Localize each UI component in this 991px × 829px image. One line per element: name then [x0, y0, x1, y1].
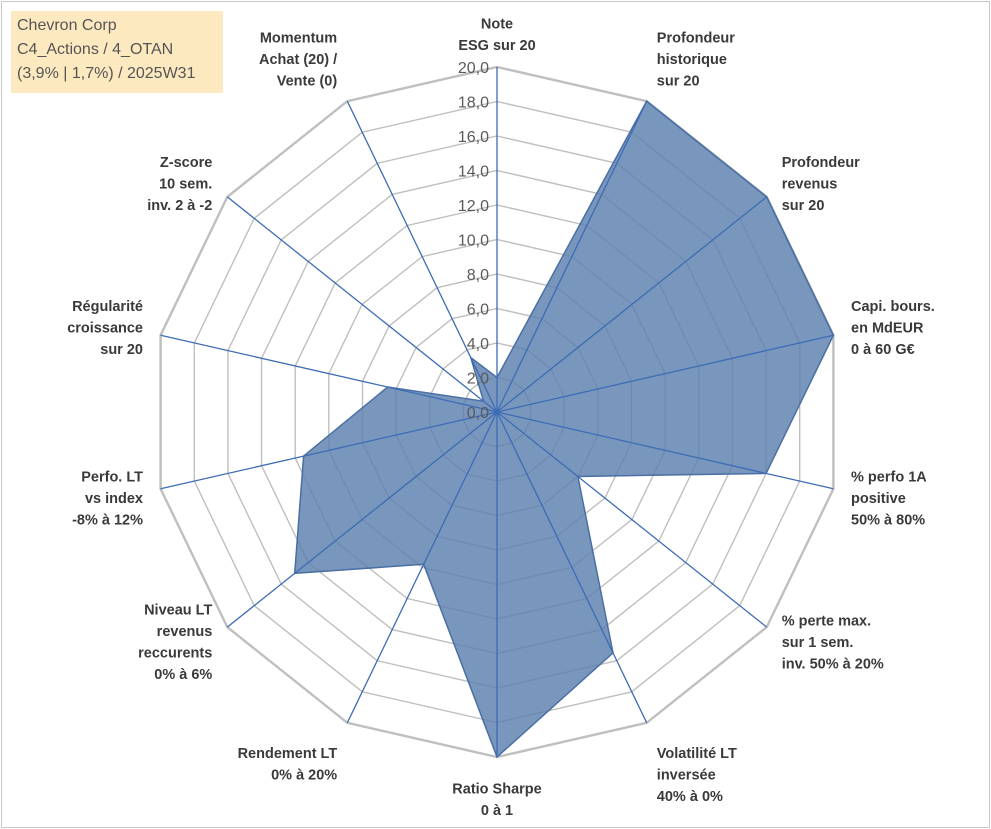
category-label-line: revenus [782, 177, 838, 193]
category-label: Note ESG sur 20 [458, 17, 535, 55]
tick-label: 10,0 [458, 233, 489, 250]
category-label: Z-score 10 sem. inv. 2 à -2 [147, 155, 212, 214]
category-label: Niveau LT revenus reccurents 0% à 6% [138, 603, 212, 684]
category-label-line: Momentum [260, 31, 337, 47]
category-label-line: inv. 2 à -2 [147, 198, 212, 214]
category-label-line: Note [481, 17, 513, 33]
tick-label: 16,0 [458, 129, 489, 146]
category-label-line: Vente (0) [277, 74, 338, 90]
title-company: Chevron Corp [17, 17, 117, 34]
tick-label: 8,0 [467, 267, 489, 284]
title-portfolio: C4_Actions / 4_OTAN [17, 41, 174, 58]
chart-title-box: Chevron Corp C4_Actions / 4_OTAN (3,9% |… [11, 11, 223, 93]
category-label-line: ESG sur 20 [458, 38, 535, 54]
category-label: Momentum Achat (20) / Vente (0) [259, 31, 337, 90]
category-label: % perte max. sur 1 sem. inv. 50% à 20% [782, 614, 884, 673]
axis-spoke [226, 411, 498, 628]
category-label-line: reccurents [138, 646, 212, 662]
category-label-line: Rendement LT [238, 746, 338, 762]
category-label-line: 40% à 0% [657, 789, 723, 805]
tick-label: 20,0 [458, 60, 489, 77]
radar-category-labels: Note ESG sur 20 Profondeur historique sur 20… [67, 17, 935, 820]
axis-spoke [496, 100, 648, 413]
category-label-line: 50% à 80% [851, 513, 925, 529]
category-label: Ratio Sharpe 0 à 1 [452, 782, 541, 820]
category-label: Rendement LT 0% à 20% [238, 746, 338, 784]
category-label-line: -8% à 12% [72, 513, 143, 529]
category-label-line: Achat (20) / [259, 52, 337, 68]
radar-tick-labels: 0,0 2,0 4,0 6,0 8,0 10,0 12,0 14,0 16,0 18,0 20,0 [458, 60, 489, 422]
axis-spoke [346, 100, 498, 413]
radar-spokes [160, 67, 834, 757]
category-label-line: sur 20 [100, 342, 143, 358]
axis-spoke [160, 334, 498, 413]
axis-spoke [496, 411, 834, 490]
category-label: Profondeur revenus sur 20 [782, 155, 860, 214]
category-label-line: Ratio Sharpe [452, 782, 541, 798]
tick-label: 4,0 [467, 336, 489, 353]
category-label-line: sur 20 [657, 74, 700, 90]
tick-label: 6,0 [467, 302, 489, 319]
category-label-line: inversée [657, 767, 716, 783]
axis-spoke [226, 196, 498, 413]
axis-spoke [496, 411, 648, 724]
category-label-line: Régularité [72, 299, 143, 315]
category-label-line: Volatilité LT [657, 746, 737, 762]
category-label-line: 10 sem. [159, 177, 212, 193]
axis-spoke [496, 411, 768, 628]
category-label-line: vs index [85, 491, 143, 507]
title-stats: (3,9% | 1,7%) / 2025W31 [17, 65, 196, 82]
axis-spoke [346, 411, 498, 724]
axis-spoke [496, 334, 834, 413]
category-label-line: positive [851, 491, 906, 507]
tick-label: 12,0 [458, 198, 489, 215]
axis-spoke [160, 411, 498, 490]
category-label-line: 0% à 20% [271, 767, 337, 783]
tick-label: 0,0 [467, 405, 489, 422]
category-label-line: 0 à 1 [481, 803, 513, 819]
category-label-line: revenus [157, 624, 213, 640]
tick-label: 18,0 [458, 95, 489, 112]
category-label-line: inv. 50% à 20% [782, 657, 884, 673]
category-label-line: Capi. bours. [851, 299, 935, 315]
category-label-line: Profondeur [657, 31, 735, 47]
category-label: Volatilité LT inversée 40% à 0% [657, 746, 737, 805]
category-label: Régularité croissance sur 20 [67, 299, 143, 358]
category-label-line: en MdEUR [851, 321, 924, 337]
tick-label: 14,0 [458, 164, 489, 181]
category-label: Capi. bours. en MdEUR 0 à 60 G€ [851, 299, 935, 358]
category-label-line: sur 20 [782, 198, 825, 214]
category-label: % perfo 1A positive 50% à 80% [851, 470, 927, 529]
axis-spoke [496, 196, 768, 413]
category-label: Profondeur historique sur 20 [657, 31, 735, 90]
category-label-line: historique [657, 52, 727, 68]
category-label-line: 0% à 6% [154, 667, 212, 683]
category-label-line: Z-score [160, 155, 212, 171]
category-label-line: 0 à 60 G€ [851, 342, 915, 358]
category-label-line: Profondeur [782, 155, 860, 171]
category-label-line: Perfo. LT [81, 470, 143, 486]
category-label-line: sur 1 sem. [782, 635, 854, 651]
tick-label: 2,0 [467, 371, 489, 388]
category-label-line: % perte max. [782, 614, 871, 630]
category-label-line: Niveau LT [144, 603, 212, 619]
category-label: Perfo. LT vs index -8% à 12% [72, 470, 143, 529]
category-label-line: croissance [67, 321, 143, 337]
category-label-line: % perfo 1A [851, 470, 927, 486]
